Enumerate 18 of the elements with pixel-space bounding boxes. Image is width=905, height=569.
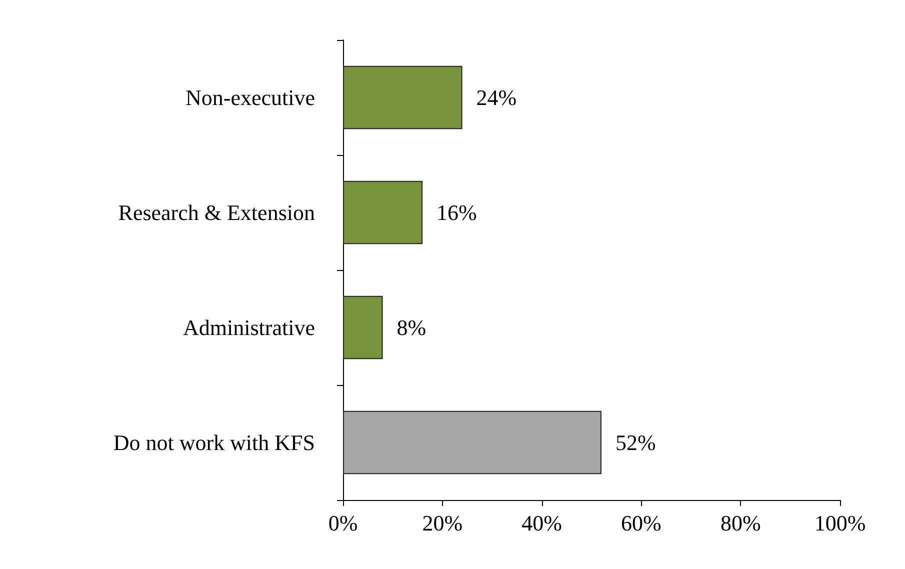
- bar: [343, 410, 602, 474]
- data-label: 8%: [396, 315, 426, 340]
- data-label: 16%: [436, 200, 477, 225]
- x-tick-label: 80%: [720, 510, 761, 536]
- y-tick-label: Administrative: [183, 315, 315, 340]
- x-tick-label: 0%: [328, 510, 358, 536]
- y-tick-label: Research & Extension: [118, 200, 315, 225]
- bar: [343, 180, 423, 244]
- y-tick-label: Do not work with KFS: [113, 430, 315, 455]
- x-tick-label: 100%: [814, 510, 866, 536]
- bar: [343, 66, 462, 130]
- y-tick-label: Non-executive: [186, 85, 315, 110]
- x-tick-label: 40%: [522, 510, 562, 536]
- x-tick-label: 60%: [621, 510, 662, 536]
- x-tick-label: 20%: [422, 510, 463, 536]
- data-label: 24%: [476, 85, 517, 110]
- data-label: 52%: [615, 430, 656, 455]
- bar: [343, 296, 383, 360]
